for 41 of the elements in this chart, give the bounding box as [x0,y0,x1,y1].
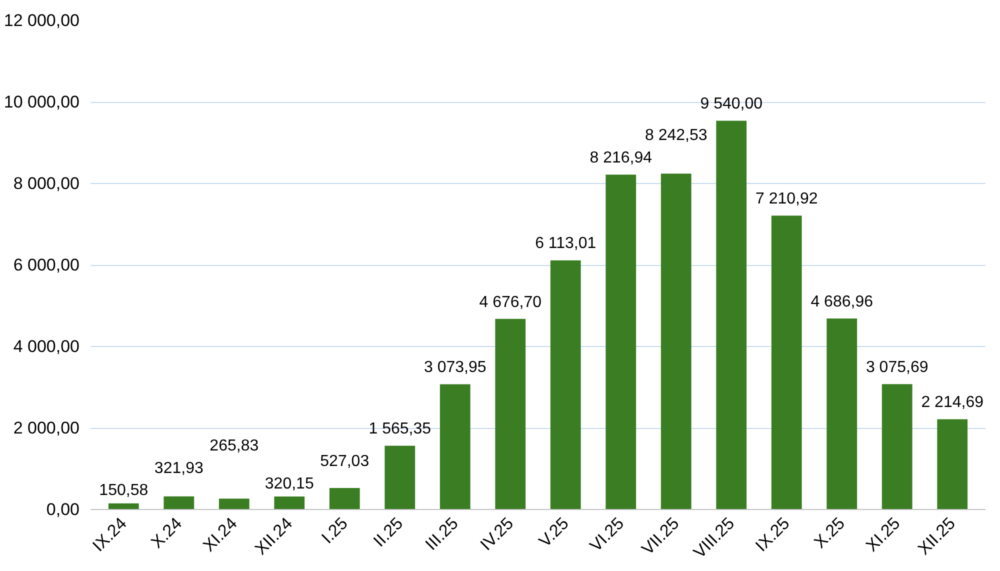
y-tick-label: 4 000,00 [13,337,80,356]
bar [108,503,139,510]
y-tick-label: 8 000,00 [13,174,80,193]
y-tick-label: 10 000,00 [4,92,80,112]
bar [218,498,250,510]
data-label: 7 210,92 [755,190,818,208]
bar [550,260,581,510]
y-tick-label: 12 000,00 [4,11,80,30]
bar [274,496,305,510]
data-label: 8 216,94 [590,150,652,167]
data-label: 4 686,96 [810,293,874,310]
bar [384,446,416,510]
bar [771,216,802,510]
x-tick-label: I.25 [318,514,352,548]
bar [882,384,912,510]
data-label: 3 075,69 [866,359,928,376]
data-label: 3 073,95 [424,359,486,376]
bar [164,496,194,510]
bar [660,174,692,510]
x-tick-label: V.25 [535,514,572,551]
bar [606,174,636,510]
bar [937,419,968,510]
bar [440,384,470,510]
data-label: 9 540,00 [700,96,763,113]
data-label: 320,15 [264,475,314,492]
bar [495,318,526,510]
data-label: 265,83 [210,437,259,454]
data-label: 150,58 [99,482,148,500]
data-label: 4 676,70 [479,294,542,311]
data-label: 527,03 [320,452,370,470]
data-label: 1 565,35 [368,420,432,438]
data-label: 6 113,01 [535,235,596,252]
data-label: 2 214,69 [921,394,984,412]
bar [716,120,747,510]
bar [329,488,360,510]
y-tick-label: 6 000,00 [13,256,80,274]
bar [826,318,858,510]
data-label: 321,93 [154,460,204,477]
y-tick-label: 0,00 [46,500,80,519]
data-label: 8 242,53 [644,127,708,144]
y-tick-label: 2 000,00 [13,418,80,438]
